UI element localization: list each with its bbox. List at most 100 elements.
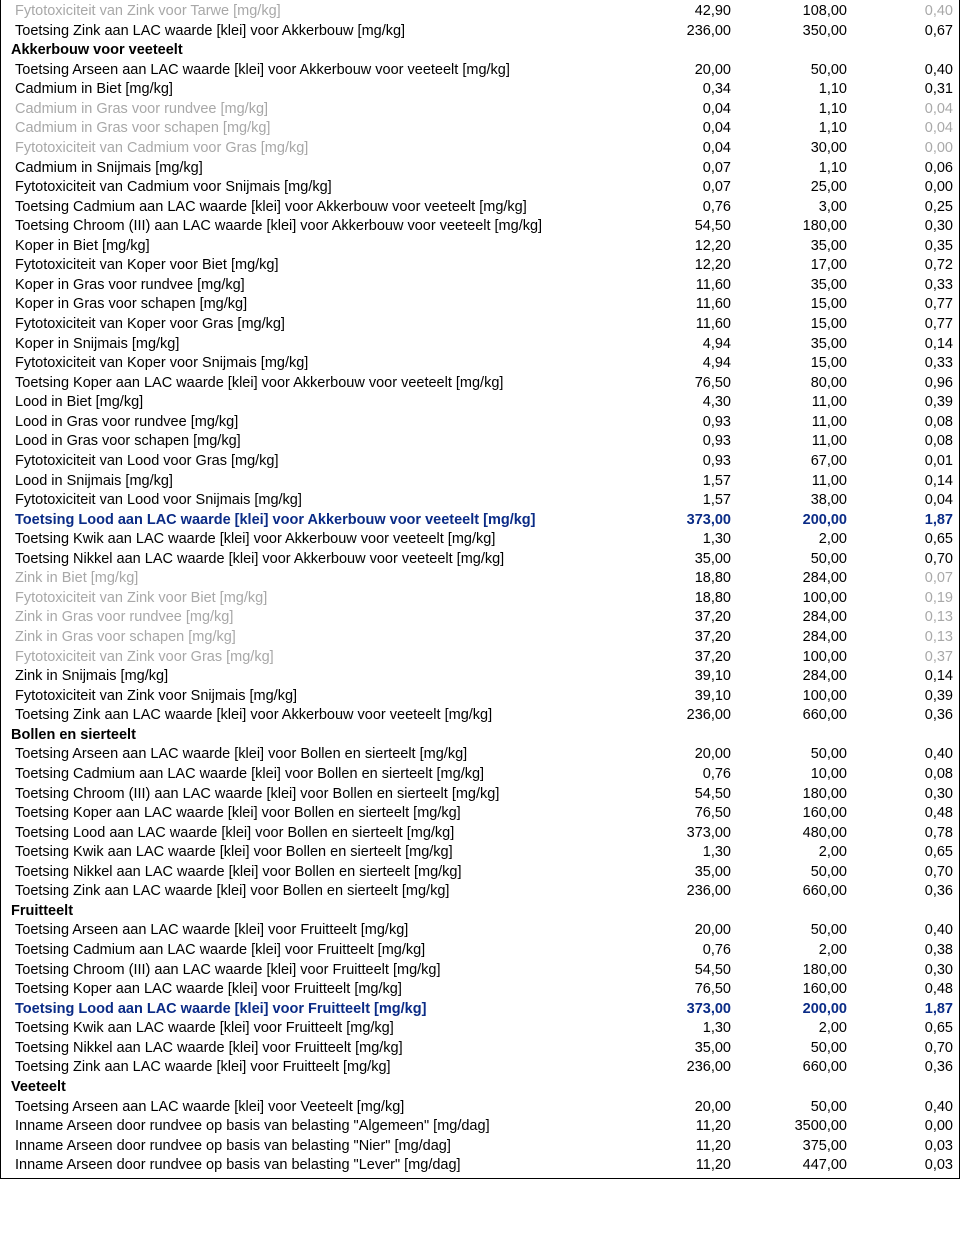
row-value-1: 236,00 xyxy=(621,22,737,42)
table-row: Toetsing Chroom (III) aan LAC waarde [kl… xyxy=(1,217,959,237)
row-value-3: 0,40 xyxy=(853,2,953,22)
row-value-3: 0,04 xyxy=(853,119,953,139)
row-label: Cadmium in Gras voor rundvee [mg/kg] xyxy=(15,100,621,120)
row-label: Koper in Gras voor schapen [mg/kg] xyxy=(15,295,621,315)
row-value-3: 0,04 xyxy=(853,491,953,511)
row-label: Fytotoxiciteit van Cadmium voor Snijmais… xyxy=(15,178,621,198)
row-label: Fytotoxiciteit van Koper voor Snijmais [… xyxy=(15,354,621,374)
row-value-3: 0,01 xyxy=(853,452,953,472)
row-label: Cadmium in Biet [mg/kg] xyxy=(15,80,621,100)
table-row: Toetsing Koper aan LAC waarde [klei] voo… xyxy=(1,804,959,824)
row-label: Inname Arseen door rundvee op basis van … xyxy=(15,1156,621,1176)
row-value-3: 0,14 xyxy=(853,472,953,492)
row-label: Toetsing Kwik aan LAC waarde [klei] voor… xyxy=(15,530,621,550)
row-value-3: 0,37 xyxy=(853,648,953,668)
row-value-2: 160,00 xyxy=(737,980,853,1000)
row-value-3: 0,40 xyxy=(853,745,953,765)
row-value-1: 0,93 xyxy=(621,413,737,433)
row-value-2: 50,00 xyxy=(737,61,853,81)
section-header: Fruitteelt xyxy=(1,902,959,922)
row-label: Lood in Snijmais [mg/kg] xyxy=(15,472,621,492)
table-row: Toetsing Cadmium aan LAC waarde [klei] v… xyxy=(1,941,959,961)
row-value-3: 0,08 xyxy=(853,432,953,452)
row-value-3: 0,31 xyxy=(853,80,953,100)
row-value-1: 373,00 xyxy=(621,1000,737,1020)
row-value-1: 20,00 xyxy=(621,921,737,941)
row-value-2: 3500,00 xyxy=(737,1117,853,1137)
row-label: Zink in Gras voor schapen [mg/kg] xyxy=(15,628,621,648)
row-label: Toetsing Nikkel aan LAC waarde [klei] vo… xyxy=(15,550,621,570)
table-row: Inname Arseen door rundvee op basis van … xyxy=(1,1156,959,1176)
row-value-3: 0,78 xyxy=(853,824,953,844)
table-row: Fytotoxiciteit van Cadmium voor Snijmais… xyxy=(1,178,959,198)
row-label: Fytotoxiciteit van Koper voor Gras [mg/k… xyxy=(15,315,621,335)
table-row: Toetsing Chroom (III) aan LAC waarde [kl… xyxy=(1,961,959,981)
table-row: Fytotoxiciteit van Cadmium voor Gras [mg… xyxy=(1,139,959,159)
row-value-1: 4,94 xyxy=(621,354,737,374)
row-value-1: 236,00 xyxy=(621,882,737,902)
row-value-1: 0,76 xyxy=(621,765,737,785)
row-label: Toetsing Lood aan LAC waarde [klei] voor… xyxy=(15,1000,621,1020)
table-row: Toetsing Lood aan LAC waarde [klei] voor… xyxy=(1,1000,959,1020)
row-value-1: 0,07 xyxy=(621,178,737,198)
row-label: Lood in Gras voor schapen [mg/kg] xyxy=(15,432,621,452)
row-value-1: 18,80 xyxy=(621,589,737,609)
row-label: Toetsing Koper aan LAC waarde [klei] voo… xyxy=(15,374,621,394)
table-row: Lood in Snijmais [mg/kg]1,5711,000,14 xyxy=(1,472,959,492)
row-value-2: 2,00 xyxy=(737,530,853,550)
row-value-3: 0,13 xyxy=(853,608,953,628)
table-row: Fytotoxiciteit van Zink voor Snijmais [m… xyxy=(1,687,959,707)
table-row: Toetsing Arseen aan LAC waarde [klei] vo… xyxy=(1,61,959,81)
table-row: Inname Arseen door rundvee op basis van … xyxy=(1,1137,959,1157)
table-row: Toetsing Zink aan LAC waarde [klei] voor… xyxy=(1,22,959,42)
row-value-2: 50,00 xyxy=(737,1039,853,1059)
row-value-1: 0,07 xyxy=(621,159,737,179)
row-value-2: 284,00 xyxy=(737,628,853,648)
row-value-2: 480,00 xyxy=(737,824,853,844)
row-value-1: 37,20 xyxy=(621,628,737,648)
table-row: Fytotoxiciteit van Zink voor Biet [mg/kg… xyxy=(1,589,959,609)
row-value-1: 39,10 xyxy=(621,667,737,687)
table-row: Toetsing Nikkel aan LAC waarde [klei] vo… xyxy=(1,550,959,570)
row-value-1: 37,20 xyxy=(621,648,737,668)
row-value-1: 11,20 xyxy=(621,1137,737,1157)
table-row: Fytotoxiciteit van Lood voor Gras [mg/kg… xyxy=(1,452,959,472)
row-value-2: 180,00 xyxy=(737,961,853,981)
row-value-1: 11,60 xyxy=(621,276,737,296)
row-label: Toetsing Arseen aan LAC waarde [klei] vo… xyxy=(15,61,621,81)
row-label: Koper in Biet [mg/kg] xyxy=(15,237,621,257)
row-label: Toetsing Koper aan LAC waarde [klei] voo… xyxy=(15,804,621,824)
row-value-3: 0,40 xyxy=(853,61,953,81)
table-row: Toetsing Koper aan LAC waarde [klei] voo… xyxy=(1,980,959,1000)
row-value-3: 0,35 xyxy=(853,237,953,257)
table-row: Toetsing Lood aan LAC waarde [klei] voor… xyxy=(1,511,959,531)
row-value-2: 50,00 xyxy=(737,745,853,765)
table-row: Toetsing Koper aan LAC waarde [klei] voo… xyxy=(1,374,959,394)
row-label: Fytotoxiciteit van Zink voor Gras [mg/kg… xyxy=(15,648,621,668)
row-value-1: 373,00 xyxy=(621,511,737,531)
row-label: Toetsing Arseen aan LAC waarde [klei] vo… xyxy=(15,921,621,941)
row-value-1: 12,20 xyxy=(621,256,737,276)
row-value-2: 11,00 xyxy=(737,393,853,413)
row-value-1: 1,30 xyxy=(621,843,737,863)
row-value-3: 0,70 xyxy=(853,863,953,883)
table-row: Toetsing Arseen aan LAC waarde [klei] vo… xyxy=(1,745,959,765)
row-label: Cadmium in Snijmais [mg/kg] xyxy=(15,159,621,179)
row-value-3: 0,96 xyxy=(853,374,953,394)
row-value-3: 0,00 xyxy=(853,139,953,159)
row-value-3: 0,13 xyxy=(853,628,953,648)
row-value-3: 0,33 xyxy=(853,354,953,374)
row-value-2: 35,00 xyxy=(737,276,853,296)
row-value-1: 0,34 xyxy=(621,80,737,100)
row-label: Lood in Biet [mg/kg] xyxy=(15,393,621,413)
row-value-3: 0,14 xyxy=(853,667,953,687)
table-row: Koper in Gras voor schapen [mg/kg]11,601… xyxy=(1,295,959,315)
table-row: Fytotoxiciteit van Koper voor Gras [mg/k… xyxy=(1,315,959,335)
row-value-2: 15,00 xyxy=(737,315,853,335)
row-label: Toetsing Cadmium aan LAC waarde [klei] v… xyxy=(15,198,621,218)
row-value-3: 0,65 xyxy=(853,530,953,550)
row-value-2: 284,00 xyxy=(737,569,853,589)
row-value-1: 54,50 xyxy=(621,785,737,805)
table-row: Toetsing Zink aan LAC waarde [klei] voor… xyxy=(1,882,959,902)
row-label: Toetsing Arseen aan LAC waarde [klei] vo… xyxy=(15,745,621,765)
